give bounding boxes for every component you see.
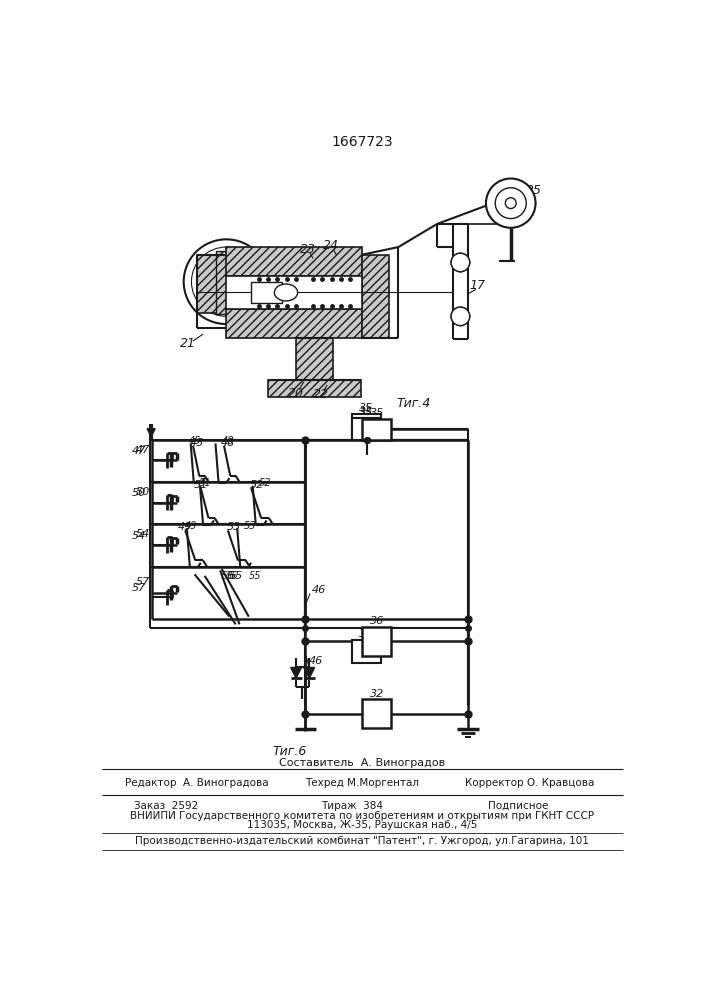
- Text: 48: 48: [221, 438, 235, 448]
- Text: 53: 53: [243, 521, 256, 531]
- Text: 57: 57: [135, 577, 150, 587]
- Text: 35: 35: [359, 407, 374, 417]
- Text: 49: 49: [185, 521, 198, 531]
- Circle shape: [495, 188, 526, 219]
- Text: Составитель  А. Виноградов: Составитель А. Виноградов: [279, 758, 445, 768]
- Text: 17: 17: [469, 279, 486, 292]
- Text: Корректор О. Кравцова: Корректор О. Кравцова: [465, 778, 595, 788]
- Text: 25: 25: [526, 184, 542, 197]
- Text: Редактор  А. Виноградова: Редактор А. Виноградова: [125, 778, 269, 788]
- Text: ВНИИПИ Государственного комитета по изобретениям и открытиям при ГКНТ СССР: ВНИИПИ Государственного комитета по изоб…: [130, 811, 594, 821]
- Text: 21: 21: [180, 337, 196, 350]
- Text: 47: 47: [135, 445, 150, 455]
- Circle shape: [184, 239, 269, 324]
- Circle shape: [451, 307, 469, 326]
- Text: 55: 55: [249, 571, 262, 581]
- Text: 35: 35: [370, 408, 384, 418]
- Bar: [352, 414, 381, 436]
- Text: 56: 56: [221, 571, 235, 581]
- Bar: [352, 640, 381, 663]
- Text: 52: 52: [250, 480, 264, 490]
- Text: 35: 35: [359, 408, 374, 418]
- Text: 35: 35: [359, 403, 374, 413]
- Circle shape: [451, 253, 469, 272]
- Circle shape: [451, 253, 469, 272]
- Text: 47: 47: [132, 446, 146, 456]
- Text: 36: 36: [359, 629, 374, 639]
- Circle shape: [192, 247, 261, 316]
- Text: 113035, Москва, Ж-35, Раушская наб., 4/5: 113035, Москва, Ж-35, Раушская наб., 4/5: [247, 820, 477, 830]
- Bar: [251, 282, 282, 303]
- Text: 46: 46: [309, 656, 324, 666]
- Bar: [226, 247, 362, 276]
- Text: 45: 45: [189, 438, 204, 448]
- Circle shape: [451, 307, 469, 326]
- Bar: [362, 255, 389, 338]
- Text: 51: 51: [194, 480, 208, 490]
- Ellipse shape: [274, 284, 298, 301]
- Circle shape: [486, 179, 535, 228]
- Text: 56: 56: [226, 571, 238, 581]
- Text: 22: 22: [313, 388, 329, 401]
- Text: Τиг.4: Τиг.4: [397, 397, 431, 410]
- Text: 1667723: 1667723: [331, 135, 393, 149]
- Text: 48: 48: [222, 436, 234, 446]
- Bar: [197, 255, 226, 312]
- Text: 49: 49: [178, 522, 192, 532]
- Bar: [296, 338, 333, 380]
- Bar: [352, 418, 381, 440]
- Text: 52: 52: [259, 478, 271, 488]
- Text: Тираж  384: Тираж 384: [321, 801, 383, 811]
- Text: 54: 54: [135, 529, 150, 539]
- Text: 36: 36: [370, 616, 384, 626]
- Polygon shape: [291, 667, 301, 678]
- Bar: [362, 699, 392, 728]
- Text: 32: 32: [370, 689, 384, 699]
- Text: 24: 24: [323, 239, 339, 252]
- Bar: [362, 419, 392, 440]
- Bar: [362, 627, 392, 656]
- Bar: [268, 380, 361, 397]
- Text: 53: 53: [227, 522, 241, 532]
- Bar: [226, 276, 362, 309]
- Bar: [216, 251, 228, 314]
- Circle shape: [506, 198, 516, 209]
- Text: Заказ  2592: Заказ 2592: [134, 801, 198, 811]
- Text: Τиг.6: Τиг.6: [273, 745, 307, 758]
- Bar: [226, 309, 362, 338]
- Circle shape: [203, 259, 250, 305]
- Text: 54: 54: [132, 531, 146, 541]
- Text: Подписное: Подписное: [489, 801, 549, 811]
- Text: 55: 55: [228, 571, 243, 581]
- Text: Производственно-издательский комбинат "Патент", г. Ужгород, ул.Гагарина, 101: Производственно-издательский комбинат "П…: [135, 836, 589, 846]
- Text: 45: 45: [189, 436, 201, 446]
- Text: 46: 46: [312, 585, 326, 595]
- Bar: [352, 418, 381, 440]
- Text: 50: 50: [132, 488, 146, 498]
- Text: 50: 50: [135, 487, 150, 497]
- Polygon shape: [304, 667, 315, 678]
- Text: 23: 23: [300, 243, 316, 256]
- Text: Техред М.Моргентал: Техред М.Моргентал: [305, 778, 419, 788]
- Text: 51: 51: [199, 478, 211, 488]
- Text: 57: 57: [132, 583, 146, 593]
- Text: 20: 20: [288, 387, 304, 400]
